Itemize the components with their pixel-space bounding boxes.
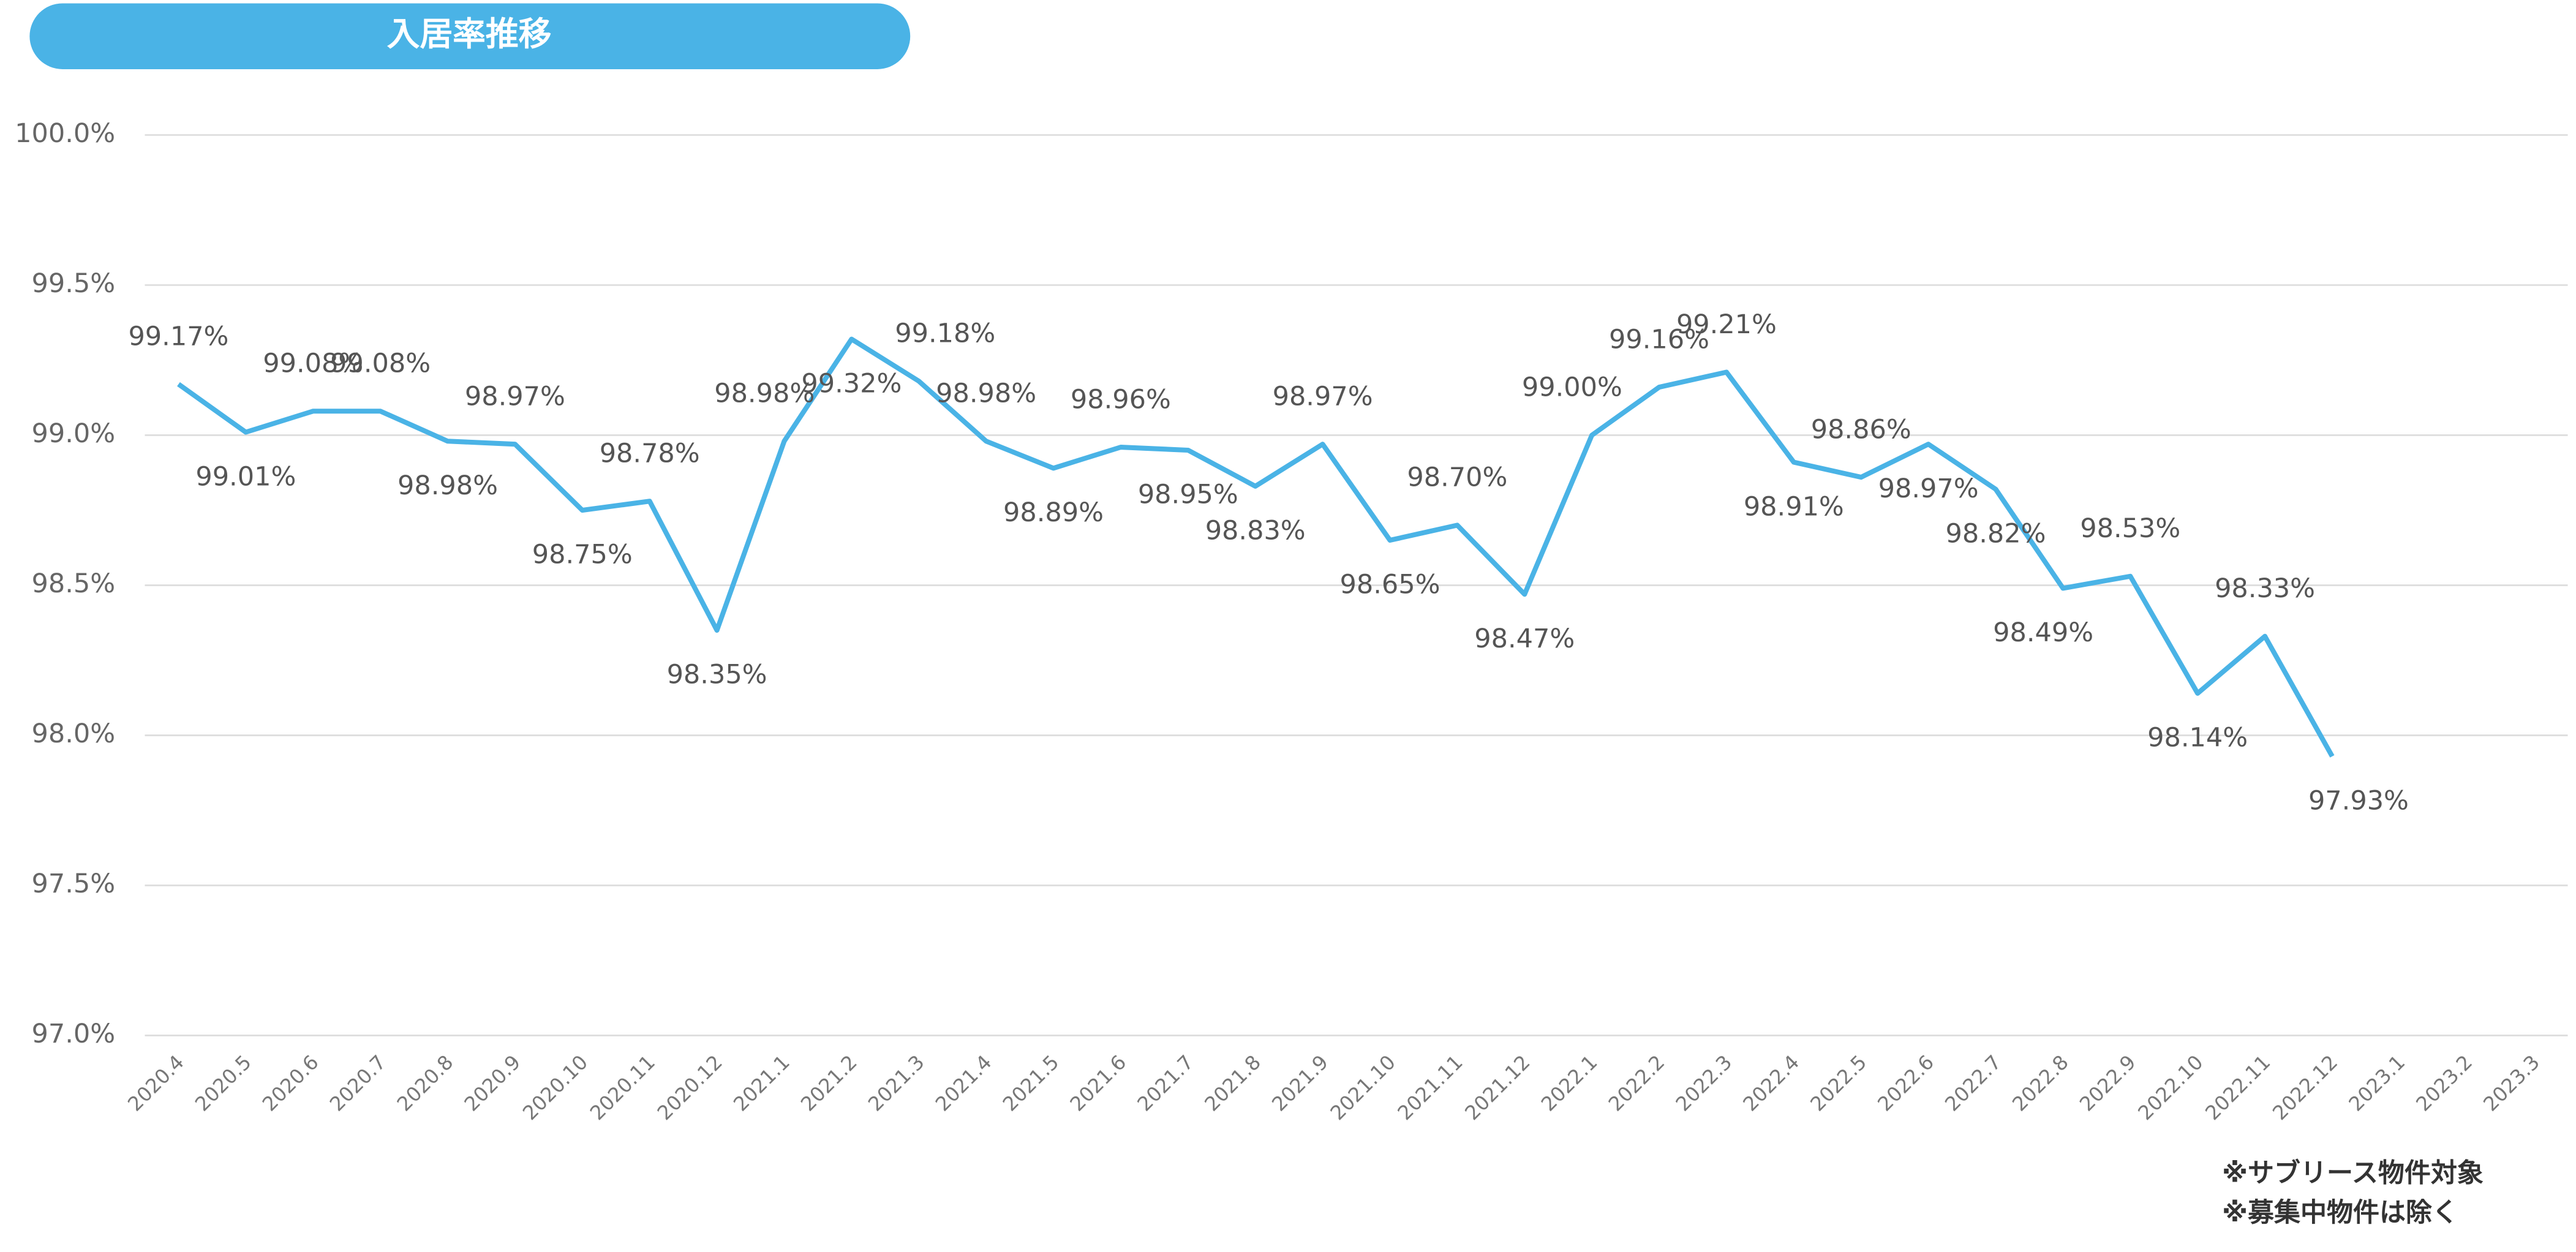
data-label: 98.89% <box>1003 497 1104 528</box>
x-tick-label: 2021.10 <box>1326 1050 1400 1125</box>
x-tick-label: 2020.5 <box>190 1050 256 1116</box>
x-tick-label: 2021.1 <box>729 1050 794 1116</box>
x-tick-label: 2021.7 <box>1133 1050 1199 1116</box>
data-label: 98.97% <box>1878 473 1979 504</box>
x-tick-label: 2022.8 <box>2008 1050 2073 1116</box>
x-tick-label: 2022.11 <box>2201 1050 2275 1125</box>
y-tick-label: 99.5% <box>32 268 116 299</box>
data-label: 99.32% <box>801 368 902 399</box>
x-tick-label: 2022.5 <box>1806 1050 1871 1116</box>
x-tick-label: 2023.1 <box>2344 1050 2410 1116</box>
x-tick-label: 2020.11 <box>586 1050 660 1125</box>
x-tick-label: 2022.1 <box>1537 1050 1602 1116</box>
x-tick-label: 2020.9 <box>460 1050 525 1116</box>
data-label: 99.08% <box>330 349 431 379</box>
title-pill <box>29 3 911 69</box>
data-label: 97.93% <box>2308 786 2409 816</box>
data-label: 98.35% <box>667 660 767 690</box>
x-tick-label: 2020.7 <box>325 1050 391 1116</box>
data-label: 99.18% <box>895 319 995 349</box>
x-tick-label: 2021.11 <box>1393 1050 1467 1125</box>
x-tick-label: 2020.4 <box>123 1050 189 1116</box>
x-tick-label: 2021.8 <box>1200 1050 1265 1116</box>
x-tick-label: 2023.2 <box>2411 1050 2477 1116</box>
data-label: 98.97% <box>465 381 565 412</box>
data-label: 98.78% <box>600 439 700 469</box>
data-label: 98.96% <box>1071 384 1171 415</box>
data-label: 99.01% <box>195 461 296 492</box>
data-label: 98.65% <box>1339 570 1440 600</box>
y-tick-label: 98.5% <box>32 568 116 599</box>
y-tick-label: 97.0% <box>32 1019 116 1049</box>
data-label: 98.49% <box>1993 617 2093 648</box>
x-tick-label: 2020.10 <box>518 1050 592 1125</box>
x-tick-label: 2022.2 <box>1604 1050 1670 1116</box>
footnote: ※募集中物件は除く <box>2222 1197 2458 1228</box>
x-tick-label: 2022.10 <box>2133 1050 2207 1125</box>
x-tick-label: 2023.3 <box>2479 1050 2544 1116</box>
y-tick-label: 98.0% <box>32 718 116 749</box>
x-tick-label: 2021.2 <box>796 1050 862 1116</box>
data-label: 98.75% <box>532 540 633 570</box>
data-label: 99.08% <box>263 349 363 379</box>
y-tick-label: 100.0% <box>15 118 115 149</box>
x-tick-label: 2022.4 <box>1739 1050 1804 1116</box>
data-label: 98.97% <box>1273 381 1373 412</box>
y-tick-label: 97.5% <box>32 869 116 899</box>
data-label: 98.98% <box>936 379 1036 409</box>
data-label: 98.98% <box>714 379 815 409</box>
x-tick-label: 2021.9 <box>1267 1050 1333 1116</box>
data-line <box>177 336 2335 758</box>
x-tick-label: 2020.12 <box>653 1050 727 1125</box>
data-label: 99.17% <box>128 321 228 352</box>
data-label: 98.86% <box>1811 414 1911 445</box>
data-label: 98.91% <box>1744 491 1844 522</box>
x-tick-label: 2020.8 <box>393 1050 458 1116</box>
data-label: 98.47% <box>1474 624 1575 654</box>
data-label: 98.95% <box>1138 480 1238 510</box>
x-tick-label: 2021.5 <box>998 1050 1064 1116</box>
data-label: 98.83% <box>1205 516 1306 546</box>
data-label: 98.53% <box>2080 513 2180 544</box>
x-tick-label: 2021.6 <box>1066 1050 1131 1116</box>
data-label: 98.82% <box>1946 518 2046 549</box>
data-label: 98.98% <box>397 470 498 501</box>
data-label: 98.14% <box>2147 723 2248 753</box>
data-label: 98.70% <box>1407 462 1507 493</box>
footnote: ※サブリース物件対象 <box>2222 1158 2484 1189</box>
x-tick-label: 2022.9 <box>2075 1050 2141 1116</box>
y-tick-label: 99.0% <box>32 418 116 449</box>
data-label: 99.00% <box>1522 372 1622 403</box>
x-tick-label: 2021.12 <box>1460 1050 1534 1125</box>
chart-title: 入居率推移 <box>387 15 552 53</box>
x-tick-label: 2021.4 <box>931 1050 996 1116</box>
data-label: 99.16% <box>1609 324 1709 355</box>
data-label: 99.21% <box>1676 309 1777 340</box>
x-tick-label: 2022.6 <box>1873 1050 1938 1116</box>
x-tick-label: 2022.12 <box>2268 1050 2342 1125</box>
x-tick-label: 2021.3 <box>864 1050 929 1116</box>
x-tick-label: 2022.3 <box>1671 1050 1737 1116</box>
x-tick-label: 2022.7 <box>1940 1050 2006 1116</box>
x-tick-label: 2020.6 <box>258 1050 323 1116</box>
data-label: 98.33% <box>2215 573 2315 604</box>
